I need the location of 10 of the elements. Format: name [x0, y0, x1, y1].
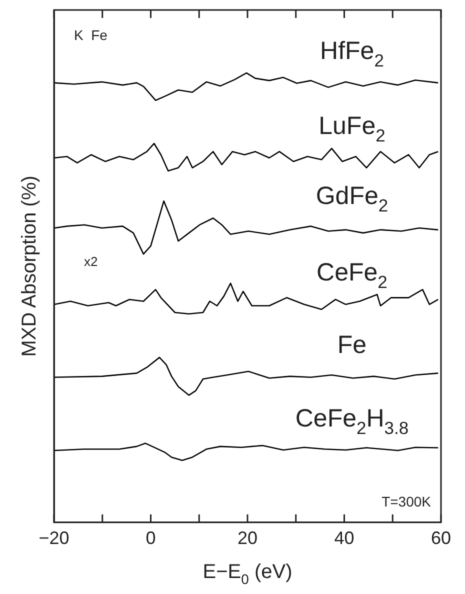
y-axis-title: MXD Absorption (%): [18, 176, 41, 357]
x-tick-label: −20: [38, 528, 70, 548]
x-tick-label: 60: [430, 528, 452, 548]
x-tick-label: 0: [146, 528, 156, 548]
text: K Fe: [74, 27, 108, 43]
x-tick-label: 20: [237, 528, 258, 548]
annotation: x2: [84, 254, 98, 270]
x-tick-label: 40: [334, 528, 354, 548]
series-label: Fe: [337, 331, 367, 360]
annotation: T=300K: [382, 493, 432, 510]
